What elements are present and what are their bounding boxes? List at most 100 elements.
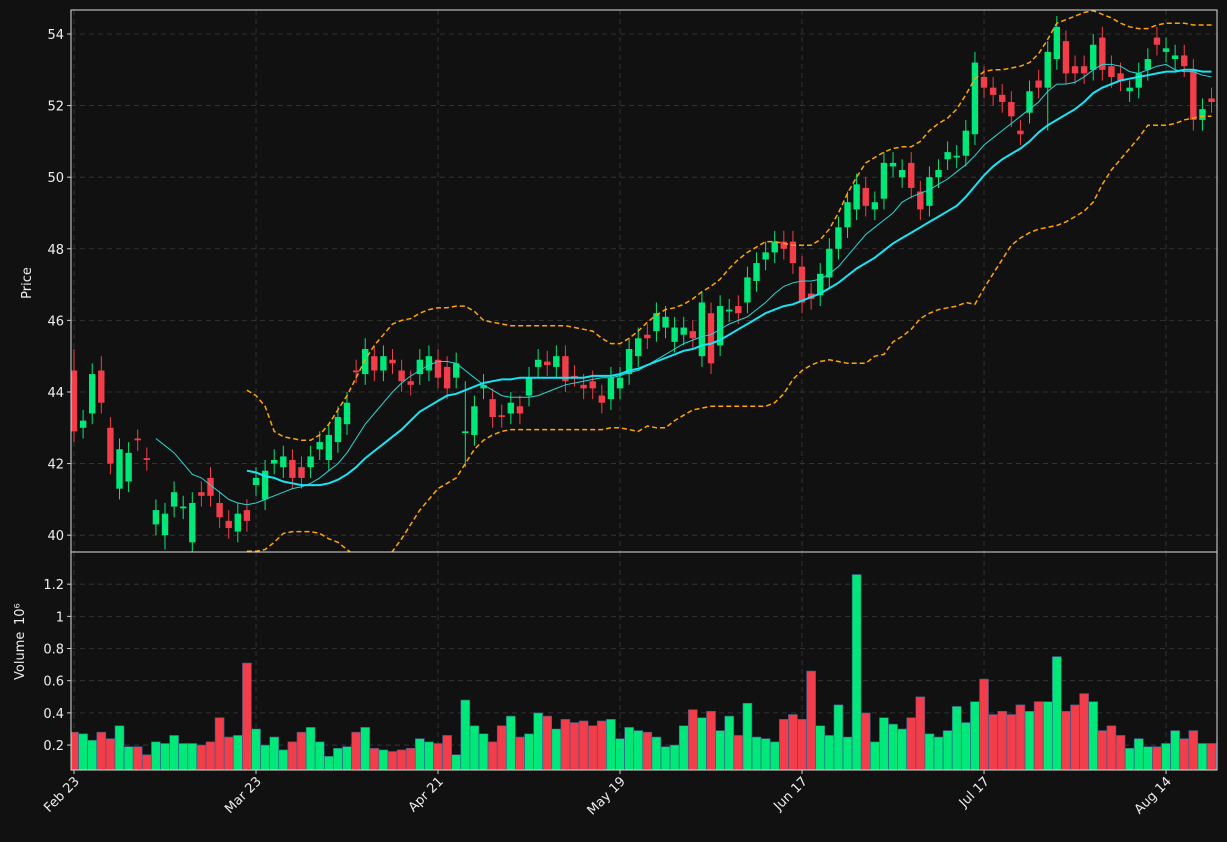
volume-bar	[979, 678, 989, 770]
volume-bar	[433, 743, 443, 770]
volume-bar	[688, 709, 698, 770]
candle-body	[789, 241, 797, 264]
candle-body	[862, 187, 869, 206]
volume-bar	[387, 751, 398, 770]
volume-bar	[951, 706, 962, 770]
volume-bar	[533, 712, 543, 770]
volume-bar	[1152, 746, 1162, 770]
candle-body	[1044, 51, 1051, 88]
candle-body	[1199, 109, 1206, 120]
volume-bar	[1124, 747, 1135, 770]
volume-bar	[178, 743, 189, 770]
volume-bar	[378, 749, 389, 770]
candle-body	[334, 417, 342, 443]
volume-bar	[1024, 710, 1035, 770]
price-axis-label: Price	[20, 267, 35, 299]
candle-body	[853, 184, 860, 210]
volume-bar	[1161, 743, 1171, 770]
candle-body	[261, 470, 269, 500]
volume-bar	[442, 735, 452, 770]
volume-axis-label: Volume	[13, 632, 28, 680]
volume-bar	[132, 746, 143, 770]
candle-body	[1062, 41, 1070, 74]
candle-body	[1171, 55, 1179, 60]
volume-bar	[615, 738, 625, 770]
candle-body	[1071, 66, 1079, 74]
volume-bar	[160, 743, 170, 770]
volume-bar	[715, 730, 725, 770]
y-tick-label: 46	[47, 314, 64, 329]
candle-body	[371, 356, 378, 371]
candle-body	[771, 241, 778, 253]
volume-bar	[633, 730, 644, 770]
y-tick-label: 40	[47, 529, 64, 544]
y-tick-label: 1	[56, 610, 64, 625]
candle-body	[143, 458, 151, 460]
volume-bar	[697, 717, 707, 770]
volume-bar	[751, 736, 762, 770]
volume-bar	[733, 735, 744, 770]
volume-bar	[779, 719, 789, 770]
volume-bar	[660, 746, 671, 770]
candle-body	[507, 402, 515, 414]
volume-bar	[933, 736, 944, 770]
volume-bar	[860, 712, 871, 770]
candle-body	[744, 277, 751, 303]
candle-body	[516, 406, 524, 414]
volume-bar	[187, 743, 198, 770]
candle-body	[298, 467, 305, 478]
candle-body	[225, 520, 232, 529]
volume-bar	[260, 744, 270, 770]
volume-bar	[669, 744, 680, 770]
candle-body	[644, 334, 651, 339]
volume-bar	[1143, 746, 1153, 770]
panel-frame	[70, 551, 1218, 771]
volume-bar	[151, 741, 161, 770]
volume-bar	[587, 725, 598, 770]
volume-bar	[424, 741, 434, 770]
candle-body	[1190, 69, 1197, 120]
volume-bar	[242, 662, 252, 770]
candle-body	[307, 456, 314, 468]
volume-bar	[196, 744, 207, 770]
candle-body	[753, 263, 760, 281]
candle-body	[680, 327, 687, 335]
candle-body	[999, 94, 1006, 103]
volume-bar	[624, 727, 634, 770]
volume-bar	[324, 756, 334, 770]
candle-body	[898, 170, 906, 178]
volume-bar	[1070, 704, 1080, 770]
volume-bar	[1206, 743, 1217, 770]
volume-bar	[96, 731, 107, 770]
volume-bar	[578, 720, 589, 770]
candle-body	[671, 327, 678, 342]
candle-body	[180, 506, 187, 509]
candle-body	[434, 359, 442, 378]
volume-bar	[1115, 735, 1126, 770]
candle-body	[716, 306, 724, 346]
volume-bar	[642, 731, 653, 770]
candle-body	[416, 359, 424, 375]
volume-bar	[1097, 730, 1108, 770]
indicator-line	[246, 68, 1212, 487]
candle-body	[1144, 59, 1152, 70]
candle-body	[152, 510, 160, 525]
volume-bar	[678, 725, 689, 770]
volume-bar	[769, 741, 780, 770]
candle-body	[908, 162, 915, 188]
indicator-line	[246, 10, 1212, 442]
plot-area	[71, 10, 1215, 552]
candle-body	[216, 502, 223, 518]
candle-body	[762, 252, 769, 260]
volume-bar	[1042, 701, 1053, 770]
candle-body	[134, 438, 141, 441]
candle-body	[362, 349, 369, 375]
volume-bar	[214, 717, 225, 770]
candle-body	[616, 377, 624, 389]
volume-bar	[360, 727, 371, 770]
candle-body	[944, 152, 951, 160]
volume-bar	[460, 699, 471, 770]
candle-body	[662, 316, 669, 328]
candle-body	[280, 456, 287, 468]
